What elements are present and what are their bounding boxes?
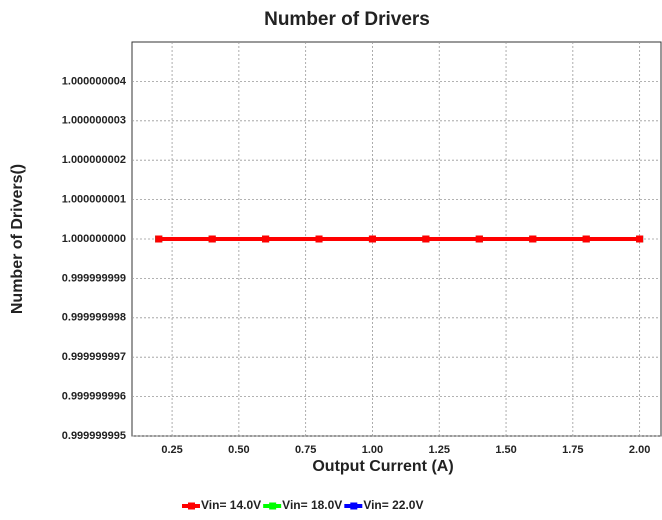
chart-title: Number of Drivers [264, 9, 430, 30]
y-tick-label: 1.000000002 [62, 154, 126, 166]
y-axis-label: Number of Drivers() [9, 164, 26, 314]
legend-marker [269, 502, 277, 510]
point-marker [155, 235, 163, 243]
x-tick-label: 0.50 [228, 444, 249, 456]
x-tick-label: 2.00 [629, 444, 650, 456]
y-tick-label: 1.000000003 [62, 115, 126, 127]
x-tick-label: 1.25 [429, 444, 450, 456]
x-tick-label: 1.75 [562, 444, 583, 456]
point-marker [422, 235, 430, 243]
legend-label: Vin= 18.0V [282, 498, 342, 512]
point-marker [529, 235, 537, 243]
point-marker [208, 235, 216, 243]
legend-marker [188, 502, 195, 510]
y-tick-label: 0.999999996 [62, 391, 126, 403]
point-marker [636, 235, 644, 243]
y-tick-label: 0.999999999 [62, 272, 126, 284]
y-tick-label: 0.999999997 [62, 351, 126, 363]
x-axis-label: Output Current (A) [312, 458, 453, 475]
x-tick-label: 1.50 [495, 444, 516, 456]
y-tick-label: 0.999999995 [62, 430, 126, 442]
point-marker [368, 235, 376, 243]
legend-label: Vin= 14.0V [201, 498, 261, 512]
legend-label: Vin= 22.0V [363, 498, 423, 512]
x-tick-label: 0.75 [295, 444, 316, 456]
x-tick-label: 0.25 [161, 444, 182, 456]
y-tick-label: 1.000000001 [62, 194, 126, 206]
point-marker [262, 235, 270, 243]
x-tick-label: 1.00 [362, 444, 383, 456]
y-tick-label: 0.999999998 [62, 312, 126, 324]
point-marker [475, 235, 483, 243]
y-tick-label: 1.000000004 [62, 75, 127, 87]
point-marker [315, 235, 323, 243]
y-tick-label: 1.000000000 [62, 233, 126, 245]
point-marker [582, 235, 590, 243]
legend-marker [350, 502, 358, 510]
